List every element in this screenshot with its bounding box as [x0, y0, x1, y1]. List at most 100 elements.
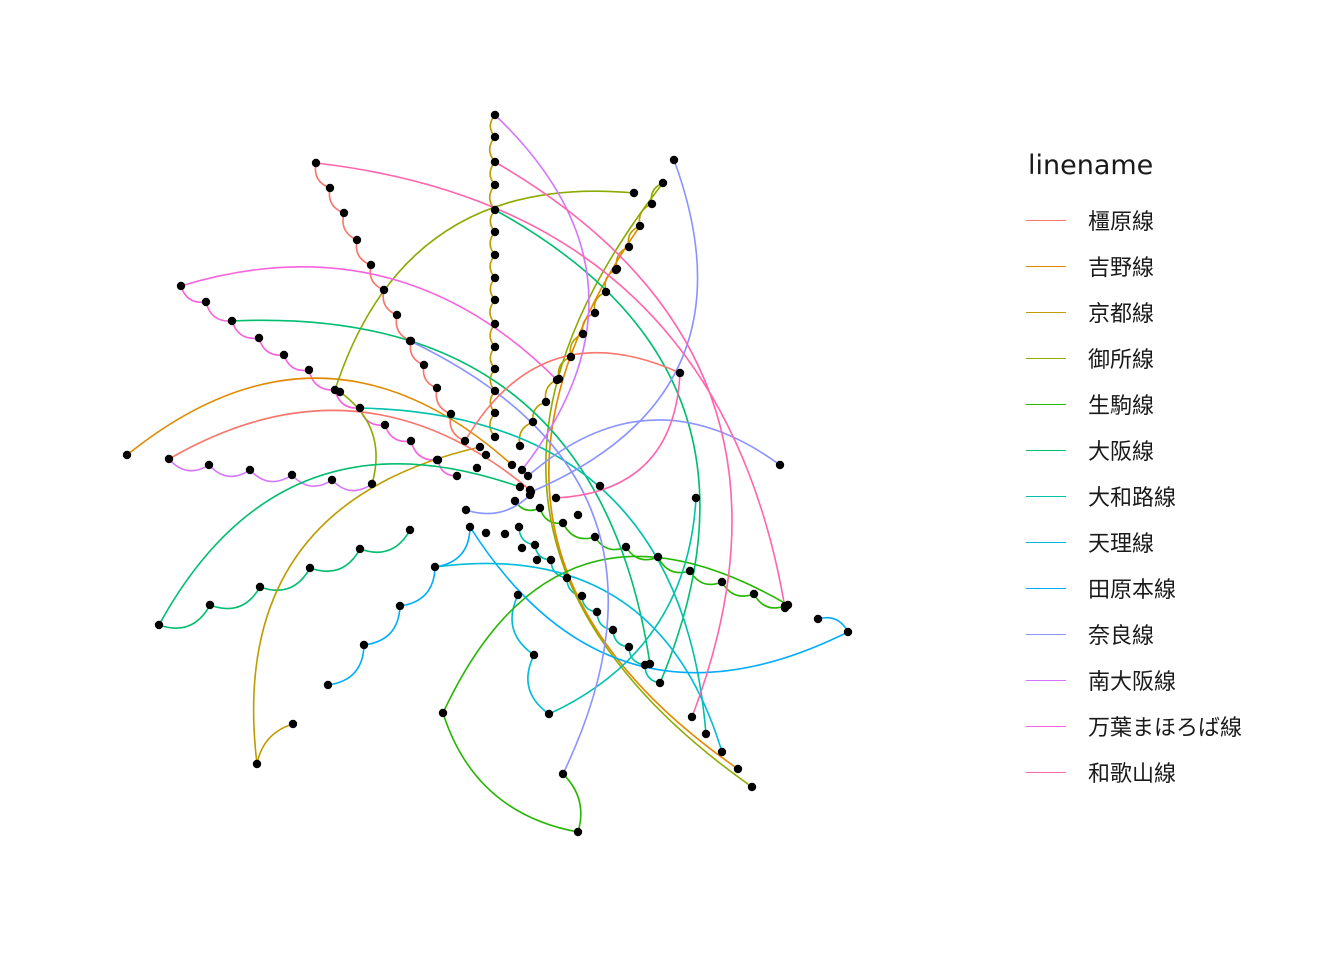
- station-node: [529, 650, 539, 660]
- station-node: [595, 481, 605, 491]
- edge: [545, 182, 753, 788]
- station-node: [339, 208, 349, 218]
- edge: [562, 522, 596, 540]
- graph-edges: [126, 114, 849, 833]
- station-node: [653, 552, 663, 562]
- edge: [208, 464, 251, 478]
- legend-label: 御所線: [1088, 348, 1155, 373]
- station-node: [245, 465, 255, 475]
- station-node: [335, 387, 345, 397]
- station-node: [749, 589, 759, 599]
- legend-label: 生駒線: [1088, 394, 1155, 419]
- edge: [168, 409, 531, 491]
- legend-item: 京都線: [1026, 289, 1242, 335]
- station-node: [635, 221, 645, 231]
- station-node: [573, 510, 583, 520]
- station-node: [255, 582, 265, 592]
- edge: [231, 320, 260, 340]
- edge: [180, 266, 558, 381]
- edge: [527, 419, 781, 477]
- station-node: [675, 368, 685, 378]
- station-node: [355, 403, 365, 413]
- station-node: [562, 573, 572, 583]
- edge: [562, 773, 582, 833]
- station-node: [717, 577, 727, 587]
- station-node: [379, 285, 389, 295]
- station-node: [551, 493, 561, 503]
- legend-item: 吉野線: [1026, 243, 1242, 289]
- legend-item: 大阪線: [1026, 427, 1242, 473]
- station-node: [355, 544, 365, 554]
- station-node: [325, 183, 335, 193]
- graph-nodes: [122, 110, 853, 837]
- edge: [339, 391, 377, 485]
- legend-swatch: [1026, 541, 1066, 543]
- legend-swatch: [1026, 587, 1066, 589]
- edge: [249, 469, 293, 483]
- station-node: [532, 555, 542, 565]
- edge: [817, 616, 849, 633]
- edge: [434, 562, 723, 753]
- edge: [434, 526, 471, 568]
- station-node: [558, 769, 568, 779]
- legend-label: 吉野線: [1088, 256, 1155, 281]
- edge: [399, 566, 436, 607]
- edge: [158, 604, 211, 629]
- station-node: [481, 528, 491, 538]
- edge: [231, 319, 651, 665]
- station-node: [311, 158, 321, 168]
- station-node: [227, 316, 237, 326]
- legend-label: 大和路線: [1088, 486, 1177, 511]
- station-node: [122, 450, 132, 460]
- station-node: [611, 265, 621, 275]
- station-node: [546, 555, 556, 565]
- edge: [442, 712, 579, 833]
- station-node: [775, 460, 785, 470]
- legend-item: 奈良線: [1026, 611, 1242, 657]
- station-node: [446, 409, 456, 419]
- station-node: [513, 590, 523, 600]
- station-node: [472, 463, 482, 473]
- edge: [494, 161, 733, 718]
- station-node: [490, 180, 500, 190]
- station-node: [430, 562, 440, 572]
- legend-label: 京都線: [1088, 302, 1155, 327]
- legend-swatch: [1026, 679, 1066, 681]
- station-node: [500, 529, 510, 539]
- station-node: [405, 336, 415, 346]
- station-node: [490, 205, 500, 215]
- legend-item: 和歌山線: [1026, 749, 1242, 795]
- station-node: [525, 485, 535, 495]
- edge: [409, 340, 610, 775]
- legend: linename 橿原線 吉野線 京都線 御所線 生駒線 大阪線 大和路線 天理線 田原本線 奈良…: [1026, 150, 1242, 795]
- station-node: [490, 432, 500, 442]
- station-node: [481, 450, 491, 460]
- station-node: [460, 436, 470, 446]
- station-node: [465, 522, 475, 532]
- station-node: [176, 281, 186, 291]
- station-node: [624, 242, 634, 252]
- edge: [442, 555, 789, 714]
- station-node: [517, 543, 527, 553]
- station-node: [514, 522, 524, 532]
- station-node: [287, 470, 297, 480]
- legend-swatch: [1026, 495, 1066, 497]
- edge: [252, 446, 481, 765]
- edge: [548, 497, 697, 715]
- station-node: [515, 441, 525, 451]
- station-node: [507, 460, 517, 470]
- legend-label: 和歌山線: [1088, 762, 1177, 787]
- station-node: [780, 603, 790, 613]
- station-node: [608, 625, 618, 635]
- station-node: [552, 375, 562, 385]
- station-node: [405, 525, 415, 535]
- edge: [511, 594, 535, 656]
- edge: [209, 586, 261, 610]
- station-node: [528, 417, 538, 427]
- legend-swatch: [1026, 403, 1066, 405]
- station-node: [204, 460, 214, 470]
- station-node: [304, 365, 314, 375]
- station-node: [621, 542, 631, 552]
- legend-swatch: [1026, 449, 1066, 451]
- edge: [256, 723, 294, 765]
